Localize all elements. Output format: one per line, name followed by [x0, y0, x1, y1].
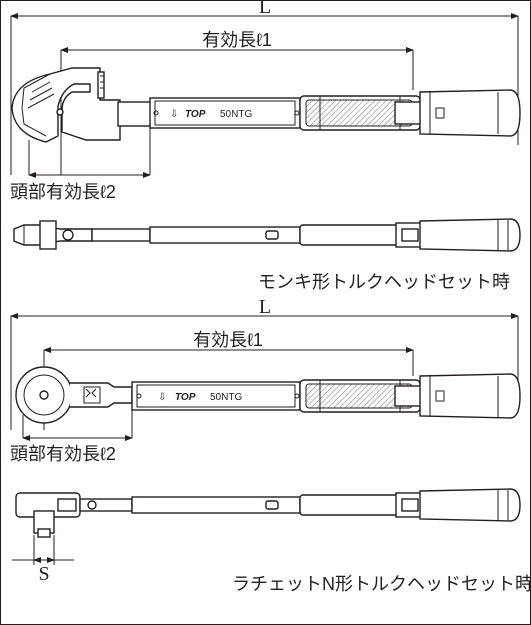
tool-top-view-top	[14, 219, 520, 251]
tool-side-view-bottom: ⇩ TOP 50NTG	[16, 367, 520, 423]
svg-text:⇩: ⇩	[158, 392, 166, 403]
caption-ratchet: ラチェットN形トルクヘッドセット時	[232, 574, 531, 594]
dim-label-l1-bottom: 有効長ℓ1	[193, 330, 263, 350]
diagram-canvas: L 有効長ℓ1 ⇩ TOP 50NTG	[0, 0, 531, 625]
brand-label-top: TOP	[185, 109, 206, 120]
brand-label-bottom: TOP	[175, 392, 196, 403]
caption-monkey: モンキ形トルクヘッドセット時	[258, 272, 510, 292]
dim-label-l1-top: 有効長ℓ1	[202, 30, 272, 50]
dim-label-l2-top: 頭部有効長ℓ2	[10, 182, 116, 202]
dim-label-L-bottom: L	[259, 296, 271, 318]
tool-side-view-top: ⇩ TOP 50NTG	[12, 68, 520, 142]
svg-text:⇩: ⇩	[170, 109, 178, 120]
tool-top-view-bottom	[16, 489, 520, 537]
dim-label-S: S	[38, 563, 49, 585]
model-label-bottom: 50NTG	[210, 392, 242, 403]
dim-label-L-top: L	[259, 0, 271, 18]
model-label-top: 50NTG	[220, 109, 252, 120]
dim-label-l2-bottom: 頭部有効長ℓ2	[10, 444, 116, 464]
